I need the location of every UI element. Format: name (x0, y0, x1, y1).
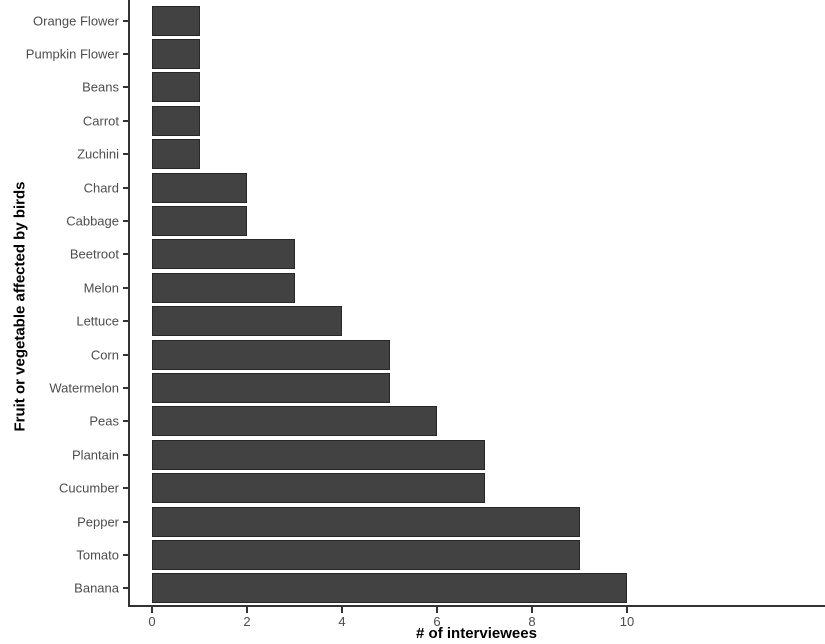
y-tick-mark (123, 286, 130, 289)
y-tick-mark (123, 420, 130, 423)
plot-rows: Orange Flower Pumpkin Flower Beans Carrot Zu… (26, 4, 825, 605)
bar-row: Banana (74, 572, 825, 605)
bar (152, 539, 580, 570)
bar-row: Tomato (76, 538, 825, 571)
y-tick-mark (123, 487, 130, 490)
category-label: Lettuce (76, 313, 119, 329)
category-label: Carrot (82, 113, 119, 129)
bar-row: Pumpkin Flower (26, 37, 825, 70)
bar-row: Watermelon (49, 371, 825, 404)
x-tick-mark (341, 607, 343, 613)
category-label: Orange Flower (33, 13, 119, 29)
x-tick-mark (531, 607, 533, 613)
bar-row: Zuchini (77, 138, 825, 171)
category-label: Zuchini (77, 146, 119, 162)
bar-row: Carrot (83, 104, 825, 137)
bar (152, 306, 342, 337)
bar-row: Cucumber (59, 471, 825, 504)
y-tick-mark (123, 86, 130, 89)
bar-row: Beans (82, 71, 825, 104)
bar (152, 39, 200, 70)
bar (152, 272, 295, 303)
category-label: Banana (74, 580, 119, 596)
category-label: Beetroot (69, 246, 119, 262)
category-label: Cucumber (59, 480, 119, 496)
bar (152, 206, 247, 237)
x-tick-label: 6 (433, 614, 441, 629)
category-label: Pepper (77, 514, 119, 530)
bar-row: Beetroot (70, 238, 825, 271)
y-tick-mark (123, 386, 130, 389)
bar (152, 406, 437, 437)
bar (152, 5, 200, 36)
bar-row: Pepper (77, 505, 825, 538)
category-label: Melon (83, 280, 119, 296)
y-axis-title: Fruit or vegetable affected by birds (11, 181, 29, 432)
bar-row: Orange Flower (33, 4, 825, 37)
category-label: Cabbage (66, 213, 119, 229)
y-tick-mark (123, 186, 130, 189)
category-label: Chard (83, 180, 119, 196)
bar (152, 139, 200, 170)
x-tick-label: 2 (243, 614, 251, 629)
y-tick-mark (123, 19, 130, 22)
x-axis: 0 2 4 6 8 10 (130, 607, 825, 644)
x-tick-mark (151, 607, 153, 613)
y-tick-mark (123, 520, 130, 523)
bar-row: Lettuce (76, 305, 825, 338)
y-tick-mark (123, 353, 130, 356)
category-label: Peas (89, 413, 119, 429)
bar (152, 439, 485, 470)
category-label: Pumpkin Flower (25, 46, 119, 62)
x-tick-label: 4 (338, 614, 346, 629)
bar (152, 473, 485, 504)
bar-row: Corn (91, 338, 825, 371)
bar-row: Peas (89, 405, 825, 438)
bar (152, 506, 580, 537)
bar-row: Melon (84, 271, 825, 304)
y-tick-mark (123, 153, 130, 156)
y-tick-mark (123, 253, 130, 256)
plot-area: Orange Flower Pumpkin Flower Beans Carrot Zu… (26, 0, 825, 607)
bar (152, 105, 200, 136)
category-label: Tomato (76, 547, 119, 563)
bar-row: Cabbage (66, 204, 825, 237)
bar (152, 172, 247, 203)
bar-row: Chard (84, 171, 825, 204)
y-tick-mark (123, 587, 130, 590)
y-tick-mark (123, 53, 130, 56)
bar (152, 372, 390, 403)
x-axis-title: # of interviewees (416, 625, 537, 642)
y-tick-mark (123, 320, 130, 323)
category-label: Beans (82, 79, 119, 95)
x-tick-label: 0 (148, 614, 156, 629)
y-tick-mark (123, 553, 130, 556)
category-label: Watermelon (49, 380, 119, 396)
y-tick-mark (123, 453, 130, 456)
category-label: Plantain (72, 447, 119, 463)
category-label: Corn (90, 347, 119, 363)
x-tick-mark (246, 607, 248, 613)
y-tick-mark (123, 119, 130, 122)
x-tick-label: 10 (619, 614, 635, 629)
bar-row: Plantain (72, 438, 825, 471)
bar (152, 239, 295, 270)
bar (152, 573, 627, 604)
x-tick-mark (436, 607, 438, 613)
x-tick-label: 8 (528, 614, 536, 629)
bar (152, 339, 390, 370)
bar (152, 72, 200, 103)
x-tick-mark (626, 607, 628, 613)
y-tick-mark (123, 220, 130, 223)
